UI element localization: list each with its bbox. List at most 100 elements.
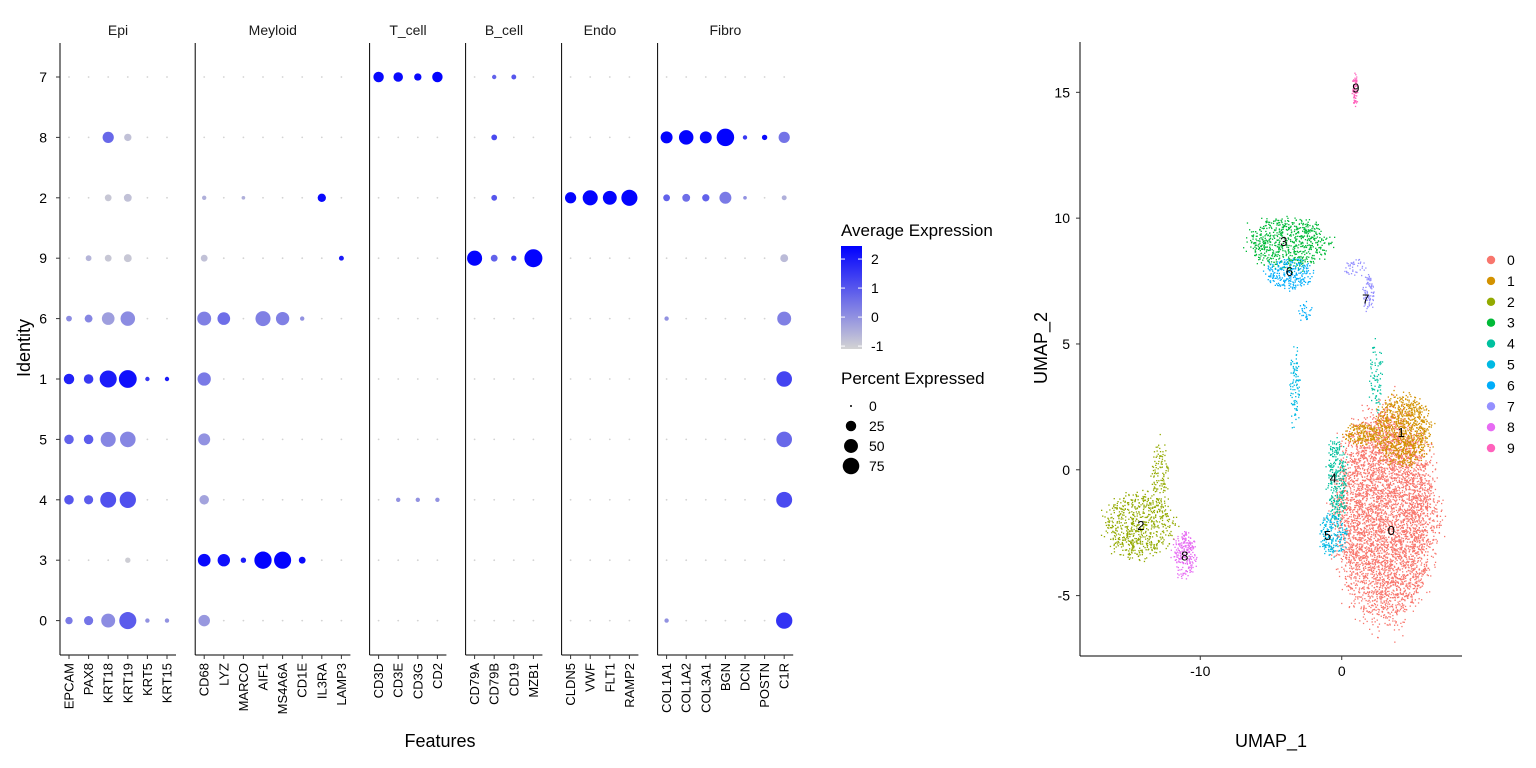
umap-point <box>1374 465 1376 467</box>
umap-point <box>1408 581 1410 584</box>
dot-mark-empty <box>532 196 535 199</box>
umap-point <box>1421 487 1423 489</box>
umap-point <box>1414 512 1416 514</box>
umap-point <box>1377 478 1379 480</box>
umap-point <box>1383 551 1385 553</box>
dot-mark-empty <box>281 136 284 139</box>
umap-point <box>1348 525 1350 527</box>
umap-point <box>1373 518 1376 521</box>
umap-point <box>1392 567 1394 570</box>
umap-point <box>1343 497 1345 499</box>
umap-point <box>1372 478 1374 480</box>
umap-point <box>1419 556 1421 559</box>
umap-point <box>1382 403 1384 406</box>
umap-point <box>1369 565 1372 567</box>
umap-point <box>1369 488 1371 490</box>
umap-point <box>1360 547 1362 549</box>
umap-point <box>1390 605 1392 607</box>
umap-point <box>1431 512 1434 514</box>
umap-point <box>1429 462 1431 464</box>
umap-point <box>1370 480 1372 483</box>
umap-point <box>1367 447 1369 449</box>
umap-point <box>1352 460 1354 462</box>
umap-point <box>1408 551 1410 553</box>
umap-point <box>1378 478 1380 481</box>
umap-point <box>1348 557 1350 559</box>
umap-point <box>1402 521 1404 523</box>
umap-point <box>1367 484 1369 486</box>
size-legend-label: 50 <box>869 438 885 454</box>
umap-point <box>1376 566 1378 568</box>
umap-point <box>1358 547 1360 550</box>
umap-point <box>1397 439 1399 441</box>
umap-point <box>1348 483 1350 485</box>
umap-point <box>1350 513 1352 516</box>
dot-mark <box>104 254 112 262</box>
umap-point <box>1420 543 1422 546</box>
umap-point <box>1401 561 1403 563</box>
umap-point <box>1396 593 1399 595</box>
dot-mark-empty <box>377 136 380 139</box>
umap-point <box>1394 561 1396 563</box>
umap-point <box>1333 550 1336 553</box>
dot-mark-empty <box>532 438 535 441</box>
dot-mark-empty <box>473 136 476 139</box>
umap-point <box>1373 464 1375 466</box>
umap-point <box>1353 556 1355 558</box>
umap-point <box>1355 501 1357 504</box>
umap-point <box>1395 595 1397 597</box>
umap-point <box>1382 530 1384 532</box>
umap-point <box>1368 430 1370 433</box>
umap-point <box>1408 532 1411 534</box>
umap-point <box>1373 554 1375 556</box>
umap-point <box>1375 505 1377 507</box>
dot-mark-empty <box>377 438 380 441</box>
umap-point <box>1363 469 1365 472</box>
umap-point <box>1420 469 1422 471</box>
umap-point <box>1348 547 1350 549</box>
umap-point <box>1356 555 1359 557</box>
umap-point <box>1392 548 1394 550</box>
umap-point <box>1392 577 1394 579</box>
umap-point <box>1390 514 1392 516</box>
umap-point <box>1373 558 1375 560</box>
umap-point <box>1423 466 1425 468</box>
umap-point <box>1413 545 1415 547</box>
umap-point <box>1379 445 1382 447</box>
umap-point <box>1418 534 1420 536</box>
umap-point <box>1383 614 1386 616</box>
dot-mark-empty <box>397 438 400 441</box>
umap-point <box>1398 596 1400 598</box>
umap-point <box>1391 579 1393 582</box>
umap-point <box>1404 479 1406 482</box>
umap-point <box>1404 535 1406 538</box>
umap-point <box>1387 522 1389 524</box>
umap-point <box>1391 504 1393 506</box>
umap-point <box>1384 559 1386 561</box>
umap-point <box>1424 474 1426 476</box>
umap-point <box>1366 486 1368 488</box>
umap-point <box>1354 618 1356 620</box>
umap-point <box>1374 535 1376 537</box>
umap-point <box>1370 465 1372 467</box>
umap-point <box>1413 473 1415 476</box>
umap-point <box>1359 517 1361 520</box>
dot-mark-empty <box>493 317 496 320</box>
umap-point <box>1376 484 1379 487</box>
umap-point <box>1422 456 1424 458</box>
feature-tick-label: VWF <box>583 663 598 692</box>
umap-point <box>1349 476 1351 478</box>
umap-point <box>1385 512 1387 514</box>
umap-point <box>1341 559 1344 561</box>
dot-mark <box>511 74 517 80</box>
umap-point <box>1350 500 1352 502</box>
umap-point <box>1400 559 1402 561</box>
umap-point <box>1373 421 1375 423</box>
umap-point <box>1409 528 1412 530</box>
umap-point <box>1423 529 1426 531</box>
umap-point <box>1405 546 1407 548</box>
umap-point <box>1380 500 1382 502</box>
umap-point <box>1392 618 1394 620</box>
umap-point <box>1423 450 1425 452</box>
umap-point <box>1383 493 1385 495</box>
